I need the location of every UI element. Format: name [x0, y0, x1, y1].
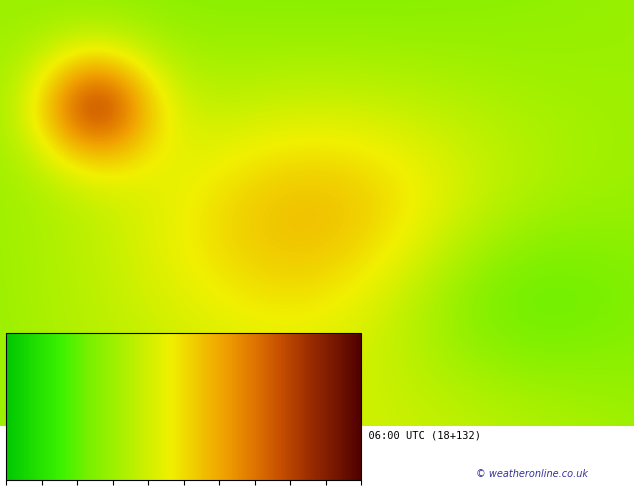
Text: © weatheronline.co.uk: © weatheronline.co.uk: [476, 469, 588, 479]
Text: Height/Temp. 925 hPa mean+σ [gpdm] ECMWF    We 25-09-2024 06:00 UTC (18+132): Height/Temp. 925 hPa mean+σ [gpdm] ECMWF…: [6, 431, 481, 441]
